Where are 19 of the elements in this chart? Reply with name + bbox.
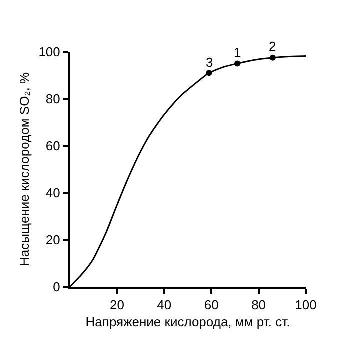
- x-tick-label: 80: [252, 298, 266, 313]
- x-tick-label: 20: [110, 298, 124, 313]
- annotation: 3: [206, 55, 214, 70]
- x-tick-label: 60: [204, 298, 219, 313]
- y-tick-label: 20: [46, 232, 60, 248]
- y-tick-label: 80: [46, 92, 60, 107]
- y-tick-label: 40: [46, 186, 60, 201]
- y-axis-title: Насыщение кислородом SO₂, %: [17, 72, 32, 267]
- x-tick-label: 40: [157, 298, 172, 313]
- point: [206, 70, 212, 76]
- y-tick-label: 0: [53, 280, 60, 295]
- annotation: 1: [234, 45, 242, 60]
- point: [270, 54, 276, 61]
- y-tick-label: 100: [38, 44, 60, 60]
- point: [234, 60, 241, 67]
- y-tick-label: 60: [46, 138, 60, 154]
- x-tick-label: 100: [295, 298, 317, 313]
- annotation: 2: [269, 39, 276, 54]
- x-axis-title: Напряжение кислорода, мм рт. ст.: [86, 314, 290, 330]
